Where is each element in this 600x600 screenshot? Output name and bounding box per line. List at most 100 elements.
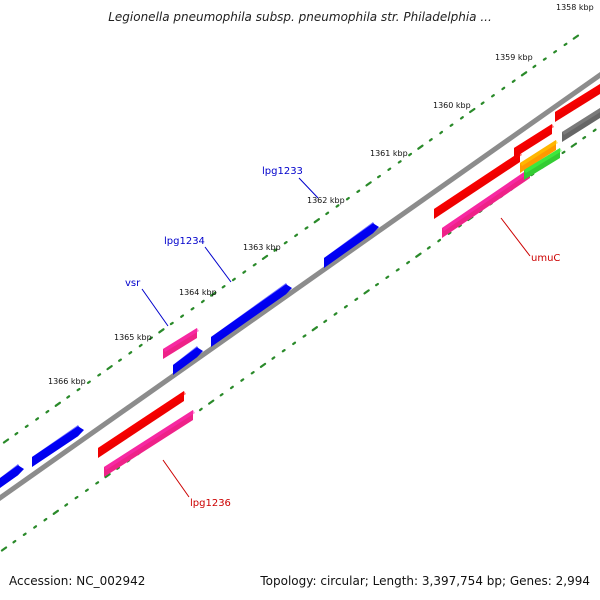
inner-track-tick <box>437 238 442 243</box>
gene-red-lower-highlight <box>98 391 186 451</box>
inner-track-tick <box>457 224 462 228</box>
outer-track-tick <box>66 395 71 399</box>
inner-track-tick <box>33 525 38 529</box>
outer-track-tick <box>242 270 247 274</box>
inner-track-tick <box>219 393 224 397</box>
outer-track-tick <box>377 174 381 179</box>
gene-label-lpg1233[interactable]: lpg1233 <box>262 166 303 177</box>
tick-labels: 1358 kbp 1359 kbp 1360 kbp 1361 kbp 1362… <box>48 3 594 386</box>
outer-track-tick <box>356 189 361 193</box>
outer-track-tick <box>542 57 547 61</box>
inner-track-tick <box>74 495 79 500</box>
inner-track-tick <box>271 356 276 360</box>
outer-track-tick <box>459 116 464 120</box>
inner-track-tick <box>64 503 69 507</box>
inner-track-tick <box>12 539 17 544</box>
gene-lpg1233-highlight <box>324 222 375 261</box>
outer-track-tick <box>252 263 257 267</box>
outer-track-tick <box>138 343 143 348</box>
outer-track-tick <box>428 138 433 142</box>
gene-label-vsr[interactable]: vsr <box>125 278 141 289</box>
tick-label-1360: 1360 kbp <box>433 101 471 110</box>
outer-track-tick <box>190 307 195 311</box>
tick-label-1359: 1359 kbp <box>495 53 533 62</box>
outer-track-tick <box>128 351 133 355</box>
inner-track-tick <box>582 136 587 140</box>
inner-track-tick <box>447 231 452 235</box>
outer-track-tick <box>76 387 81 392</box>
inner-track-tick <box>343 304 348 309</box>
gene-features <box>0 84 600 488</box>
gene-lpg1233 <box>324 223 379 268</box>
outer-track-tick <box>149 336 153 340</box>
outer-track-tick <box>24 424 29 428</box>
inner-track-tick <box>363 289 370 295</box>
outer-track-tick <box>387 167 392 171</box>
lpg1234-leader <box>204 246 232 283</box>
tick-label-1362: 1362 kbp <box>307 196 345 205</box>
gene-blue-1-highlight <box>32 425 80 460</box>
outer-track-tick <box>345 196 350 201</box>
gene-label-lpg1234[interactable]: lpg1234 <box>164 236 205 247</box>
outer-track-tick <box>273 248 278 252</box>
inner-track-tick <box>229 385 234 390</box>
gene-label-lpg1236[interactable]: lpg1236 <box>190 498 231 509</box>
inner-track-tick <box>84 488 89 492</box>
umuC-leader <box>500 217 531 257</box>
inner-track-tick <box>375 282 379 287</box>
outer-track-tick <box>563 42 568 47</box>
outer-track-tick <box>304 226 309 230</box>
outer-track-tick <box>553 49 558 54</box>
gene-label-umuC[interactable]: umuC <box>531 253 560 264</box>
outer-track-tick <box>261 254 269 260</box>
outer-track-tick <box>14 431 19 436</box>
inner-track-tick <box>104 473 111 479</box>
lpg1233-leader <box>298 177 319 199</box>
inner-track-tick <box>0 546 8 552</box>
outer-track-tick <box>325 211 330 216</box>
gene-lpg1236-highlight <box>104 410 195 470</box>
outer-track-tick <box>397 160 402 164</box>
inner-track-tick <box>302 334 307 338</box>
gene-orange-highlight <box>520 140 558 166</box>
gene-green-highlight <box>524 148 562 173</box>
inner-track-tick <box>406 260 411 265</box>
outer-track-tick <box>417 144 424 150</box>
inner-track-tick <box>22 532 27 537</box>
genome-title: Legionella pneumophila subsp. pneumophil… <box>108 10 492 24</box>
outer-track-tick <box>501 86 506 91</box>
outer-track-tick <box>294 233 299 238</box>
outer-track-tick <box>511 79 516 83</box>
outer-track-tick <box>231 277 236 282</box>
gene-umuC-highlight <box>442 168 532 231</box>
inner-track-tick <box>115 466 121 470</box>
inner-track-tick <box>95 481 100 485</box>
gene-labels: lpg1233 lpg1234 vsr umuC lpg1236 <box>125 166 560 509</box>
gene-gray-highlight <box>562 108 600 135</box>
gene-lpg1234 <box>211 284 292 347</box>
outer-track-tick <box>480 101 485 105</box>
genome-backbone <box>0 71 600 502</box>
outer-track-tick <box>35 417 40 421</box>
outer-track-tick <box>106 365 113 371</box>
inner-track-tick <box>385 275 390 279</box>
inner-track-tick <box>259 362 267 368</box>
outer-track-tick <box>491 94 495 98</box>
tick-label-1363: 1363 kbp <box>243 243 281 252</box>
outer-track-tick <box>365 181 372 187</box>
inner-track-tick <box>240 378 245 382</box>
outer-track-tick <box>210 291 217 297</box>
outer-track-tick <box>2 438 10 444</box>
lpg1236-leader <box>162 459 190 498</box>
inner-track-tick <box>592 128 597 133</box>
accession-text: Accession: NC_002942 <box>9 574 146 588</box>
outer-track-tick <box>180 314 185 318</box>
outer-track-tick <box>169 321 174 326</box>
tick-label-1366: 1366 kbp <box>48 377 86 386</box>
inner-track-tick <box>354 297 359 301</box>
vsr-leader <box>141 288 169 327</box>
inner-track-tick <box>333 312 338 316</box>
outer-track-tick <box>158 328 165 334</box>
gene-vsr-highlight <box>173 346 199 368</box>
